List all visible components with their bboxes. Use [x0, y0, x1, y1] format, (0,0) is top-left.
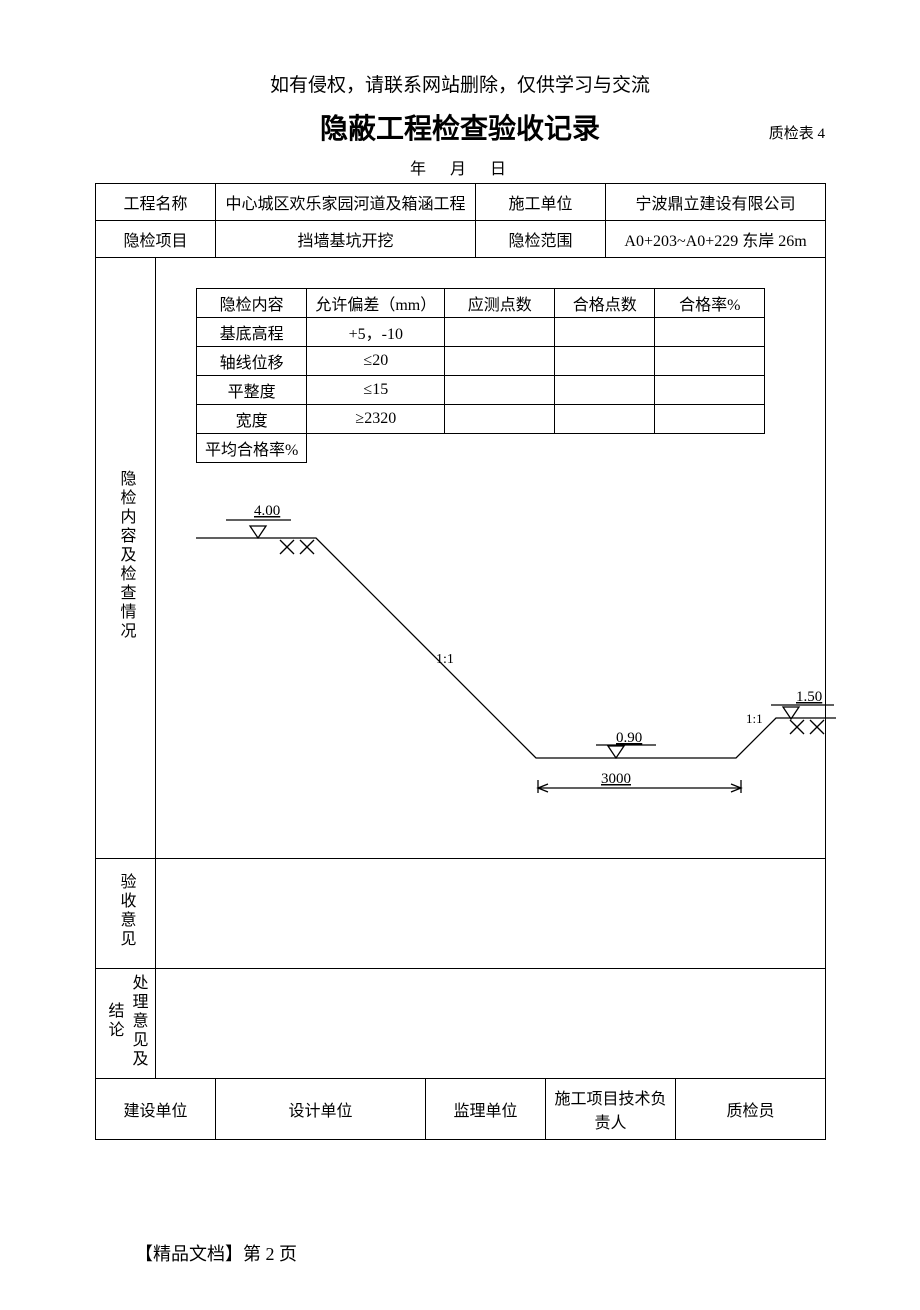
main-title: 隐蔽工程检查验收记录: [320, 107, 600, 147]
svg-text:4.00: 4.00: [254, 503, 280, 519]
footer-c5: 质检员: [676, 1079, 826, 1140]
value-acceptance: [156, 859, 826, 969]
row-project: 工程名称 中心城区欢乐家园河道及箱涵工程 施工单位 宁波鼎立建设有限公司: [96, 184, 826, 221]
main-table: 工程名称 中心城区欢乐家园河道及箱涵工程 施工单位 宁波鼎立建设有限公司 隐检项…: [95, 183, 826, 1140]
footer-c2: 设计单位: [216, 1079, 426, 1140]
svg-text:1:1: 1:1: [746, 711, 763, 726]
doc-footer: 【精品文档】第 2 页: [95, 1240, 825, 1266]
value-inspection-scope: A0+203~A0+229 东岸 26m: [606, 221, 826, 258]
header-notice: 如有侵权，请联系网站删除，仅供学习与交流: [95, 70, 825, 97]
row-inspection-item: 隐检项目 挡墙基坑开挖 隐检范围 A0+203~A0+229 东岸 26m: [96, 221, 826, 258]
inner-row-3: 宽度 ≥2320: [197, 405, 765, 434]
row-process: 处理意见及结论: [96, 969, 826, 1079]
label-inspection-item: 隐检项目: [96, 221, 216, 258]
content-cell: 隐检内容 允许偏差（mm） 应测点数 合格点数 合格率% 基底高程 +5，-10: [156, 258, 826, 859]
diagram-svg: 4.00 1:1 0.90 3000 1.50 1:1: [196, 483, 836, 823]
ih-1: 允许偏差（mm）: [307, 289, 445, 318]
cross-section-diagram: 4.00 1:1 0.90 3000 1.50 1:1: [196, 463, 825, 828]
label-project-name: 工程名称: [96, 184, 216, 221]
label-process: 处理意见及结论: [96, 969, 156, 1079]
inner-table: 隐检内容 允许偏差（mm） 应测点数 合格点数 合格率% 基底高程 +5，-10: [196, 288, 765, 463]
row-content: 隐检内容及检查情况 隐检内容 允许偏差（mm） 应测点数 合格点数 合格率% 基…: [96, 258, 826, 859]
ih-0: 隐检内容: [197, 289, 307, 318]
footer-c1: 建设单位: [96, 1079, 216, 1140]
row-footer: 建设单位 设计单位 监理单位 施工项目技术负责人 质检员: [96, 1079, 826, 1140]
value-project-name: 中心城区欢乐家园河道及箱涵工程: [216, 184, 476, 221]
ih-3: 合格点数: [555, 289, 655, 318]
inner-row-1: 轴线位移 ≤20: [197, 347, 765, 376]
row-acceptance: 验收意见: [96, 859, 826, 969]
footer-c4: 施工项目技术负责人: [546, 1079, 676, 1140]
svg-text:1:1: 1:1: [436, 652, 454, 667]
label-content-section: 隐检内容及检查情况: [96, 258, 156, 859]
ih-2: 应测点数: [445, 289, 555, 318]
form-id: 质检表 4: [769, 122, 825, 143]
label-inspection-scope: 隐检范围: [476, 221, 606, 258]
footer-c3: 监理单位: [426, 1079, 546, 1140]
svg-text:1.50: 1.50: [796, 689, 822, 705]
value-inspection-item: 挡墙基坑开挖: [216, 221, 476, 258]
inner-row-avg: 平均合格率%: [197, 434, 765, 463]
title-row: 隐蔽工程检查验收记录 质检表 4: [95, 107, 825, 147]
svg-text:0.90: 0.90: [616, 730, 642, 746]
value-process: [156, 969, 826, 1079]
label-acceptance: 验收意见: [96, 859, 156, 969]
inner-row-0: 基底高程 +5，-10: [197, 318, 765, 347]
inner-header-row: 隐检内容 允许偏差（mm） 应测点数 合格点数 合格率%: [197, 289, 765, 318]
svg-text:3000: 3000: [601, 771, 631, 787]
value-contractor: 宁波鼎立建设有限公司: [606, 184, 826, 221]
date-row: 年 月 日: [95, 155, 825, 179]
label-contractor: 施工单位: [476, 184, 606, 221]
ih-4: 合格率%: [655, 289, 765, 318]
inner-row-2: 平整度 ≤15: [197, 376, 765, 405]
